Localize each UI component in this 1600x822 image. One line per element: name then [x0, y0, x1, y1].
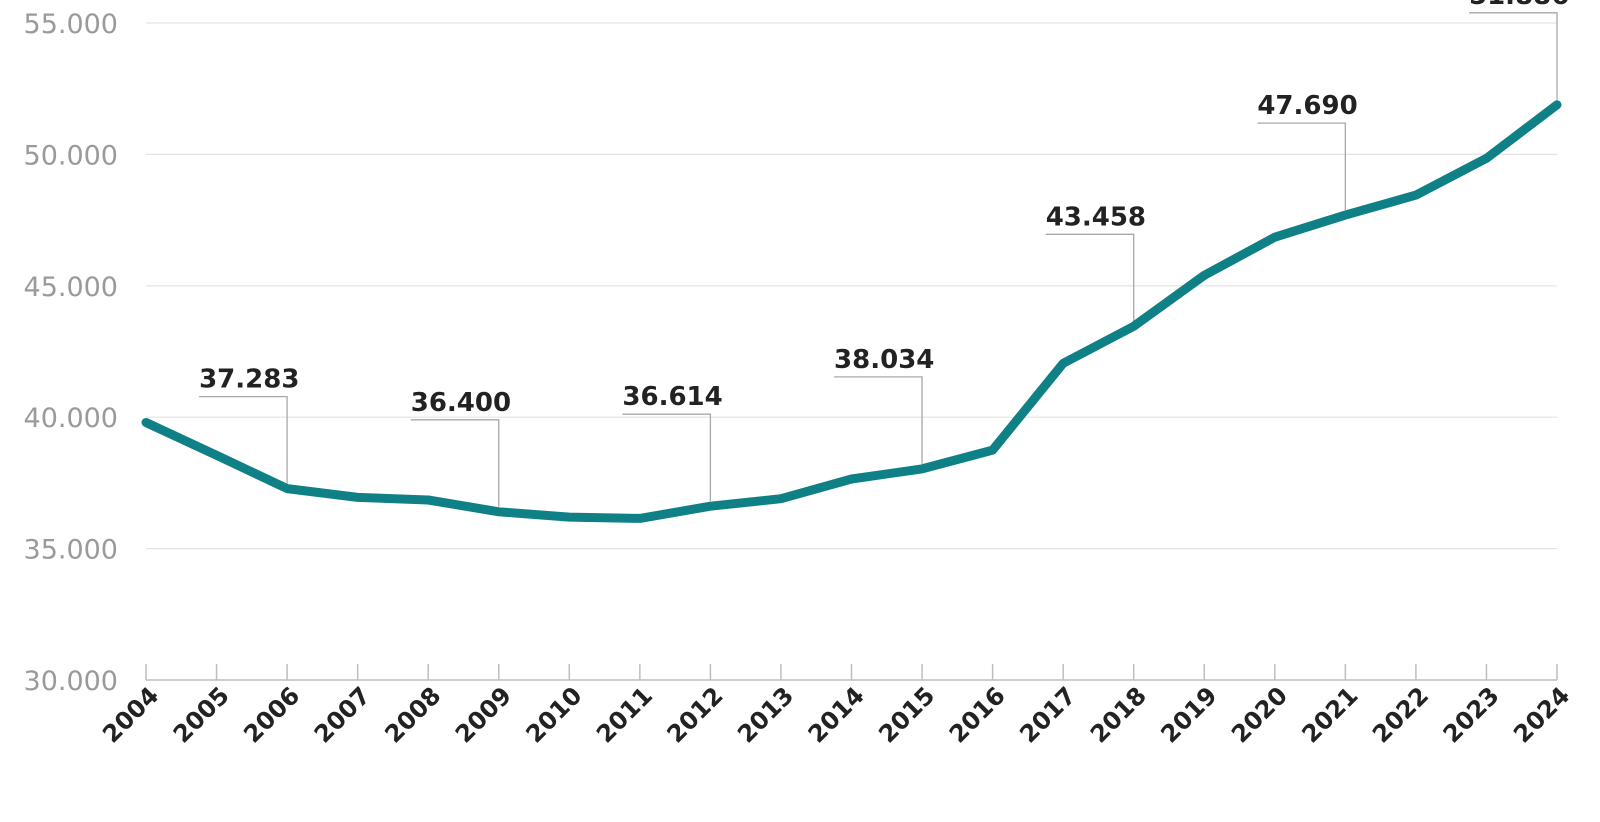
data-label: 38.034: [834, 345, 934, 375]
x-axis: 2004 2005 2006 2007 2008 2009 2010 2011 2012 2013…: [97, 664, 1575, 748]
data-label-leader: [410, 419, 500, 507]
data-point: [1344, 214, 1346, 216]
x-tick-label: 2005: [168, 681, 235, 748]
x-tick-label: 2023: [1438, 681, 1505, 748]
x-tick-label: 2018: [1085, 681, 1152, 748]
x-tick-label: 2016: [944, 681, 1011, 748]
data-point: [992, 449, 994, 451]
data-label-leader: [622, 413, 712, 502]
data-point: [709, 505, 711, 507]
data-label-leader: [834, 376, 923, 464]
x-tick-label: 2014: [803, 681, 870, 748]
data-point: [1274, 236, 1276, 238]
y-tick-label: 45.000: [24, 272, 118, 303]
data-point: [498, 511, 500, 513]
data-point: [427, 499, 429, 501]
x-tick-label: 2024: [1508, 681, 1575, 748]
x-tick-label: 2015: [873, 681, 940, 748]
data-label: 47.690: [1257, 91, 1357, 121]
x-tick-label: 2007: [309, 681, 376, 748]
data-label: 51.886: [1469, 0, 1569, 11]
y-tick-label: 35.000: [24, 535, 118, 566]
series-layer: [141, 100, 1562, 523]
data-point: [1485, 157, 1487, 159]
data-labels: 37.283 36.400 36.614 38.034 43.458 47.690 51.8…: [199, 0, 1569, 418]
x-tick-label: 2020: [1226, 681, 1293, 748]
data-point: [1415, 194, 1417, 196]
data-label: 36.614: [622, 382, 722, 412]
data-point: [145, 421, 147, 423]
data-label-leader: [1045, 233, 1135, 322]
data-point: [851, 478, 852, 480]
y-tick-label: 50.000: [24, 140, 118, 171]
x-tick-label: 2017: [1014, 681, 1081, 748]
data-point: [639, 517, 641, 519]
x-tick-label: 2009: [450, 681, 517, 748]
x-tick-label: 2006: [238, 681, 305, 748]
data-label: 36.400: [411, 388, 511, 418]
x-tick-label: 2013: [732, 681, 799, 748]
x-tick-label: 2012: [662, 681, 729, 748]
data-point: [780, 498, 782, 500]
data-label-leader: [199, 395, 288, 484]
data-label-leader: [1257, 122, 1346, 211]
data-point: [1062, 362, 1064, 364]
data-point: [1203, 274, 1205, 276]
x-tick-label: 2021: [1297, 681, 1364, 748]
data-point: [216, 454, 218, 456]
data-point: [1556, 104, 1558, 106]
data-point: [568, 516, 570, 518]
gridlines: [146, 22, 1557, 550]
data-label-leaders: [199, 12, 1558, 507]
data-label: 37.283: [199, 365, 299, 395]
data-point: [921, 468, 923, 470]
data-label: 43.458: [1046, 202, 1146, 232]
y-tick-label: 55.000: [24, 9, 118, 40]
data-point: [357, 496, 359, 498]
x-tick-label: 2019: [1155, 681, 1222, 748]
x-tick-label: 2008: [379, 681, 446, 748]
y-axis: 30.000 35.000 40.000 45.000 50.000 55.000: [24, 9, 118, 697]
y-tick-label: 40.000: [24, 403, 118, 434]
y-tick-label: 30.000: [24, 666, 118, 697]
data-point: [1133, 325, 1135, 327]
data-point: [286, 488, 288, 490]
x-tick-label: 2011: [591, 681, 658, 748]
x-tick-label: 2010: [521, 681, 588, 748]
data-label-leader: [1469, 12, 1558, 100]
x-tick-label: 2022: [1367, 681, 1434, 748]
